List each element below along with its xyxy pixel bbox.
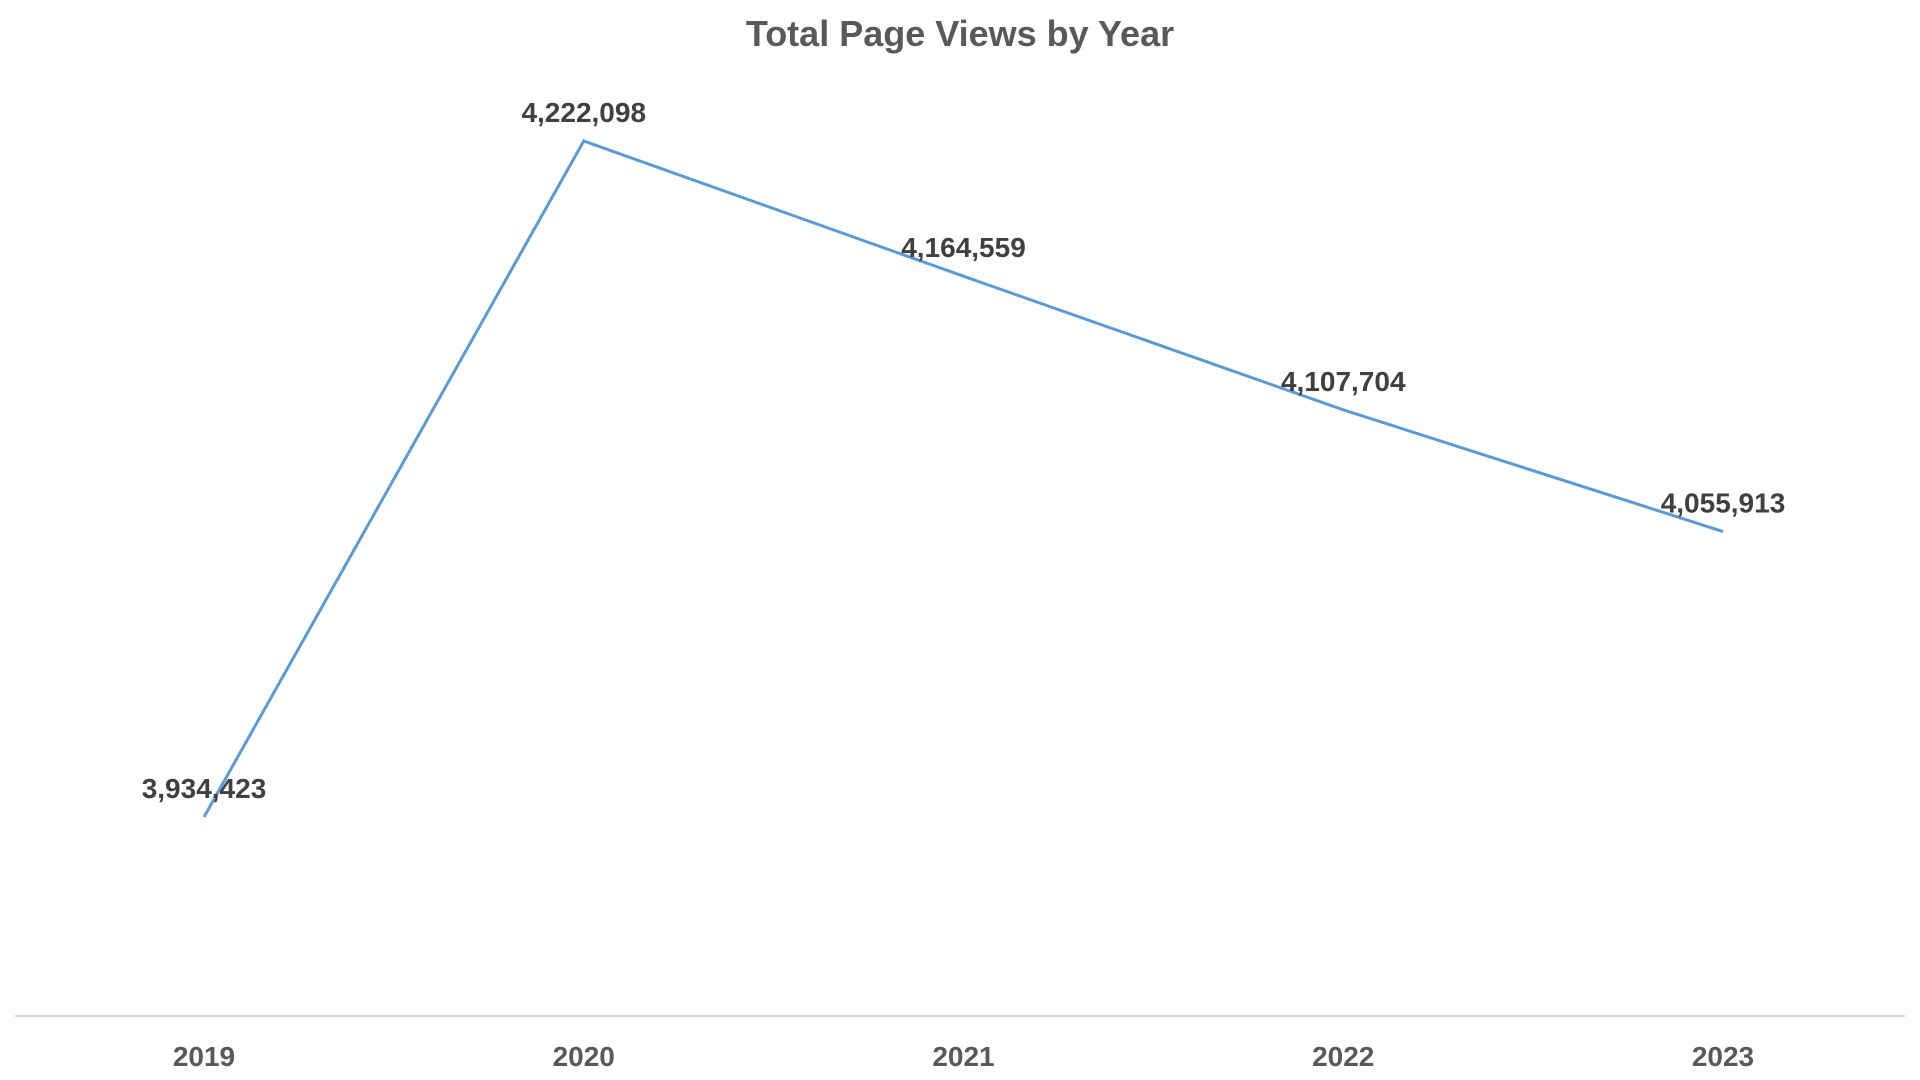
- data-labels: 3,934,423 4,222,098 4,164,559 4,107,704 4,05…: [142, 97, 1786, 804]
- data-label-2022: 4,107,704: [1281, 366, 1406, 397]
- data-label-2020: 4,222,098: [521, 97, 646, 128]
- chart-title: Total Page Views by Year: [746, 13, 1174, 54]
- x-tick-label-2019: 2019: [173, 1041, 235, 1072]
- x-tick-label-2023: 2023: [1692, 1041, 1754, 1072]
- x-tick-label-2022: 2022: [1312, 1041, 1374, 1072]
- data-label-2021: 4,164,559: [901, 232, 1026, 263]
- x-tick-label-2020: 2020: [553, 1041, 615, 1072]
- x-axis-ticks: 2019 2020 2021 2022 2023: [173, 1041, 1754, 1072]
- data-label-2019: 3,934,423: [142, 773, 267, 804]
- series-line: [202, 139, 1724, 818]
- x-tick-label-2021: 2021: [932, 1041, 994, 1072]
- data-label-2023: 4,055,913: [1661, 488, 1786, 519]
